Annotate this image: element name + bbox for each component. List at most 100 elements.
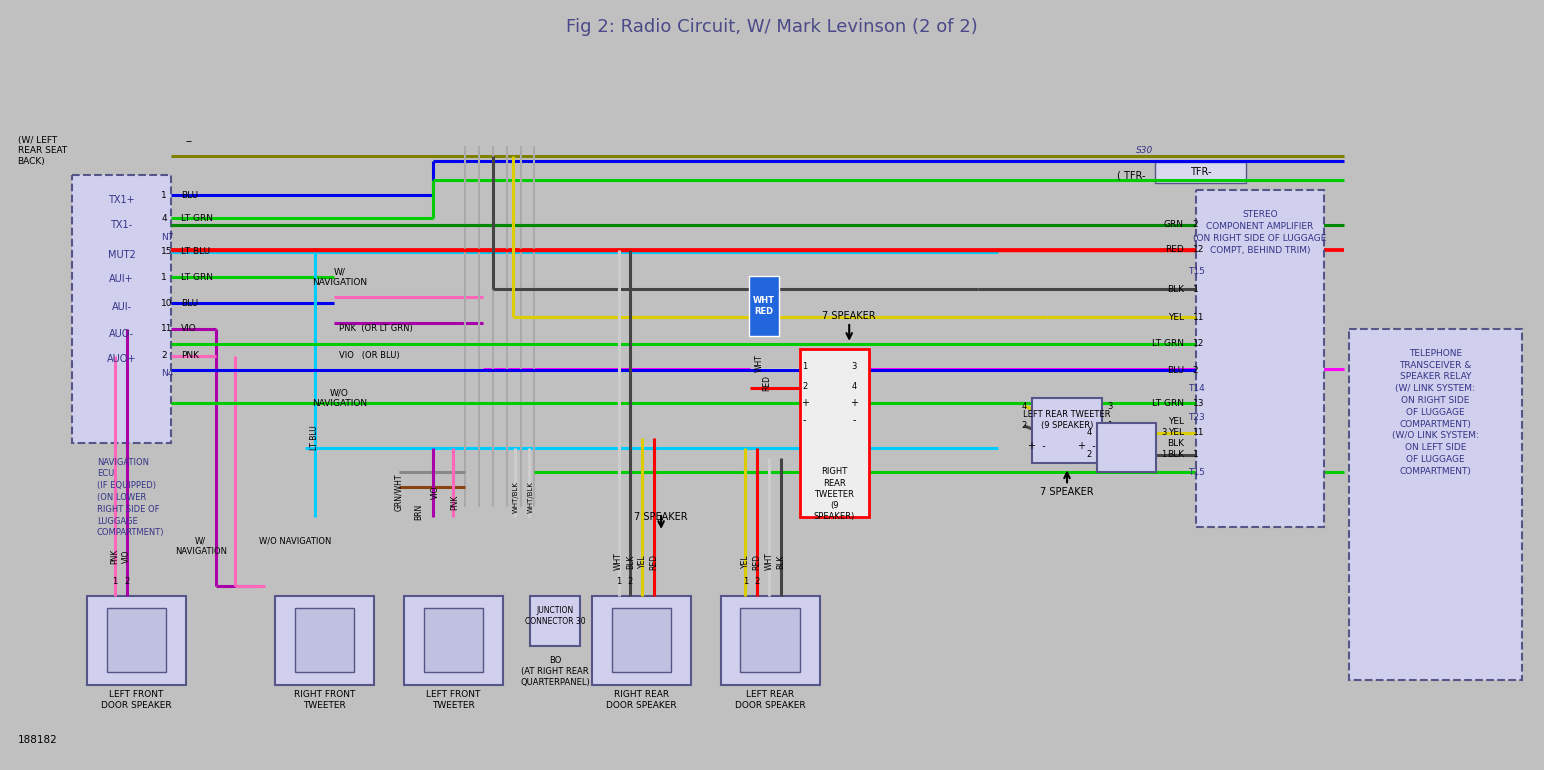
Text: Fig 2: Radio Circuit, W/ Mark Levinson (2 of 2): Fig 2: Radio Circuit, W/ Mark Levinson (… [567,18,977,36]
Text: BLU: BLU [181,191,198,199]
Bar [1349,329,1522,681]
Text: TFR-: TFR- [1190,168,1212,177]
Text: LT BLU: LT BLU [181,247,210,256]
Text: PNK: PNK [451,494,460,510]
Bar [740,608,800,672]
Text: PNK  (OR LT GRN): PNK (OR LT GRN) [340,324,414,333]
Text: T14: T14 [1187,383,1204,393]
Text: 1: 1 [1107,421,1112,430]
Text: W/O
NAVIGATION: W/O NAVIGATION [312,389,367,408]
Text: WHT
RED: WHT RED [753,296,775,316]
Text: +: + [801,398,809,408]
Text: (W/ LEFT
REAR SEAT
BACK): (W/ LEFT REAR SEAT BACK) [17,136,66,166]
Text: STEREO
COMPONENT AMPLIFIER
(ON RIGHT SIDE OF LUGGAGE
COMPT, BEHIND TRIM): STEREO COMPONENT AMPLIFIER (ON RIGHT SID… [1194,210,1326,255]
Text: 2: 2 [1087,450,1092,459]
Text: YEL: YEL [1167,313,1184,322]
Text: BLK: BLK [625,554,635,569]
Text: 1: 1 [161,273,167,282]
Text: WHT: WHT [755,355,764,373]
Text: MUT2: MUT2 [108,249,136,259]
Text: W/
NAVIGATION: W/ NAVIGATION [174,537,227,556]
Text: +  -: + - [1078,440,1096,450]
Bar [721,596,820,685]
Text: 2: 2 [755,577,760,586]
Text: BLU: BLU [181,299,198,308]
Text: 2: 2 [124,577,130,586]
Bar [423,608,483,672]
Text: LEFT REAR
DOOR SPEAKER: LEFT REAR DOOR SPEAKER [735,690,806,711]
Text: S30: S30 [1136,146,1153,156]
Bar [1033,398,1102,463]
Text: 4: 4 [852,382,857,391]
Text: YEL: YEL [1167,428,1184,437]
Text: BRN: BRN [414,504,423,521]
Text: 3: 3 [851,362,857,371]
Text: LEFT FRONT
DOOR SPEAKER: LEFT FRONT DOOR SPEAKER [100,690,171,711]
Text: 13: 13 [1194,399,1204,407]
Text: WHT/BLK: WHT/BLK [528,481,533,513]
Text: 1: 1 [161,191,167,199]
Text: 1: 1 [1161,450,1166,459]
Bar [591,596,690,685]
Text: 188182: 188182 [17,735,57,745]
Text: 11: 11 [1194,428,1204,437]
Text: YEL: YEL [1167,417,1184,426]
Text: GRN: GRN [1164,220,1184,229]
Bar [107,608,167,672]
Text: 7 SPEAKER: 7 SPEAKER [1041,487,1093,497]
Text: VIO: VIO [181,324,196,333]
Text: 4: 4 [1087,428,1092,437]
Text: +  -: + - [1028,440,1047,450]
Text: 11: 11 [161,324,173,333]
Text: +: + [851,398,858,408]
Bar [1096,423,1156,473]
Text: T15: T15 [1187,267,1204,276]
Text: WHT/BLK: WHT/BLK [513,481,519,513]
Text: AUI+: AUI+ [110,274,134,284]
Text: 1: 1 [801,362,808,371]
Text: ( TFR-: ( TFR- [1116,170,1146,180]
Text: -: - [803,415,806,425]
Text: LEFT FRONT
TWEETER: LEFT FRONT TWEETER [426,690,480,711]
Text: AUO-: AUO- [110,329,134,339]
Text: TX1-: TX1- [111,220,133,230]
Text: WHT: WHT [615,553,624,571]
Text: NAVIGATION
ECU
(IF EQUIPPED)
(ON LOWER
RIGHT SIDE OF
LUGGAGE
COMPARTMENT): NAVIGATION ECU (IF EQUIPPED) (ON LOWER R… [97,457,164,537]
Text: TELEPHONE
TRANSCEIVER &
SPEAKER RELAY
(W/ LINK SYSTEM:
ON RIGHT SIDE
OF LUGGAGE
: TELEPHONE TRANSCEIVER & SPEAKER RELAY (W… [1391,349,1479,476]
Text: RIGHT REAR
DOOR SPEAKER: RIGHT REAR DOOR SPEAKER [605,690,676,711]
Text: 2: 2 [1194,220,1198,229]
Text: BLU: BLU [1167,366,1184,375]
Text: RIGHT FRONT
TWEETER: RIGHT FRONT TWEETER [293,690,355,711]
Text: RED: RED [650,554,659,570]
Bar [295,608,354,672]
Text: --: -- [185,136,193,146]
Text: BLK: BLK [1167,450,1184,459]
Text: LT GRN: LT GRN [1152,340,1184,348]
Text: 1: 1 [743,577,747,586]
Bar [275,596,374,685]
FancyBboxPatch shape [1155,162,1246,183]
Text: LT GRN: LT GRN [1152,399,1184,407]
Text: VIO   (OR BLU): VIO (OR BLU) [340,351,400,360]
Text: RED: RED [752,554,761,570]
Text: LT GRN: LT GRN [181,213,213,223]
Text: T23: T23 [1187,413,1204,423]
Text: YEL: YEL [741,554,750,568]
Text: BLK: BLK [1167,285,1184,294]
Text: 7 SPEAKER: 7 SPEAKER [635,512,689,522]
Bar [73,176,171,443]
Text: 10: 10 [161,299,173,308]
Text: GRN/WHT: GRN/WHT [394,474,403,511]
Text: 2: 2 [161,351,167,360]
Text: 15: 15 [161,247,173,256]
Text: LT GRN: LT GRN [181,273,213,282]
Text: 2: 2 [1022,421,1027,430]
Text: RED: RED [1166,245,1184,254]
Bar [1195,190,1325,527]
Text: VIO: VIO [431,486,440,499]
Text: T15: T15 [1187,468,1204,477]
Text: AUO+: AUO+ [107,353,136,363]
Bar [403,596,503,685]
Text: BO
(AT RIGHT REAR
QUARTERPANEL): BO (AT RIGHT REAR QUARTERPANEL) [520,655,590,687]
Bar [86,596,185,685]
